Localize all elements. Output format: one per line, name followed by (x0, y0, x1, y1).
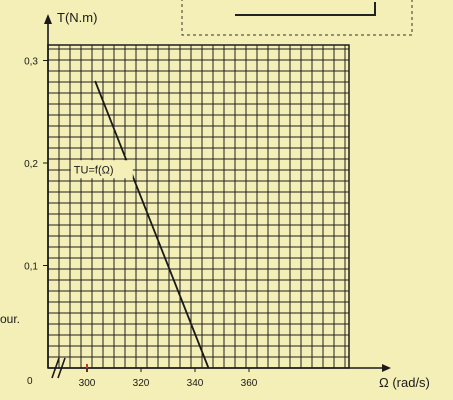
curve-label-bg (70, 160, 133, 179)
margin-text: our. (0, 312, 20, 326)
origin-label: 0 (27, 376, 33, 387)
dashed-box-fragment (181, 0, 413, 36)
y-axis-label: T(N.m) (57, 10, 97, 25)
grid (47, 44, 350, 369)
x-axis-arrow (382, 364, 391, 372)
series-layer: TU=f(Ω) (70, 80, 210, 369)
box-inner-line (235, 2, 376, 16)
y-tick-label: 0,1 (24, 262, 38, 273)
x-tick-label: 340 (187, 378, 204, 389)
axis-break-mark (51, 357, 60, 379)
y-axis-arrow (44, 14, 52, 24)
ticks: 300 320 340 360 0,1 0,2 0,3 (24, 57, 258, 390)
x-tick-label: 320 (133, 378, 150, 389)
axes (44, 14, 391, 379)
y-tick-label: 0,2 (24, 159, 38, 170)
x-tick-label: 360 (241, 378, 258, 389)
curve-label: TU=f(Ω) (74, 164, 114, 176)
x-tick-label: 300 (79, 378, 96, 389)
y-tick-label: 0,3 (24, 57, 38, 68)
x-axis-label: Ω (rad/s) (379, 375, 430, 390)
axis-break-mark (57, 357, 66, 379)
series-line (94, 80, 210, 369)
